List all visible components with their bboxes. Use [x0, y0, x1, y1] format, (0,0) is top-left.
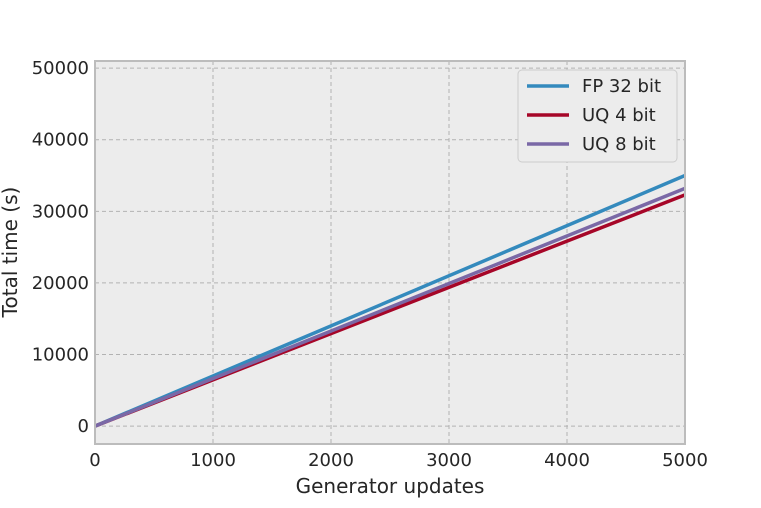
plot-frame	[94, 60, 686, 445]
legend-box	[517, 69, 678, 163]
y-tick-label: 50000	[32, 58, 89, 79]
series-lines	[94, 173, 686, 428]
legend-label: UQ 8 bit	[582, 134, 656, 155]
x-tick-label: 0	[89, 450, 100, 471]
legend-label: UQ 4 bit	[582, 105, 656, 126]
legend-label: FP 32 bit	[582, 76, 661, 97]
legend: FP 32 bit UQ 4 bit UQ 8 bit	[517, 69, 678, 163]
x-axis-label: Generator updates	[296, 474, 485, 498]
y-tick-label: 20000	[32, 273, 89, 294]
tick-labels: 0 1000 2000 3000 4000 50000100002000030000400…	[32, 58, 708, 471]
series-line-2	[94, 186, 686, 428]
x-tick-label: 4000	[544, 450, 590, 471]
y-tick-label: 40000	[32, 130, 89, 151]
x-tick-label: 5000	[662, 450, 708, 471]
x-tick-label: 1000	[190, 450, 236, 471]
y-axis-label: Total time (s)	[0, 187, 22, 319]
y-tick-label: 30000	[32, 201, 89, 222]
y-tick-label: 0	[78, 416, 89, 437]
x-tick-label: 2000	[308, 450, 354, 471]
y-tick-label: 10000	[32, 345, 89, 366]
series-line-0	[94, 173, 686, 428]
grid	[94, 61, 686, 444]
x-tick-label: 3000	[426, 450, 472, 471]
